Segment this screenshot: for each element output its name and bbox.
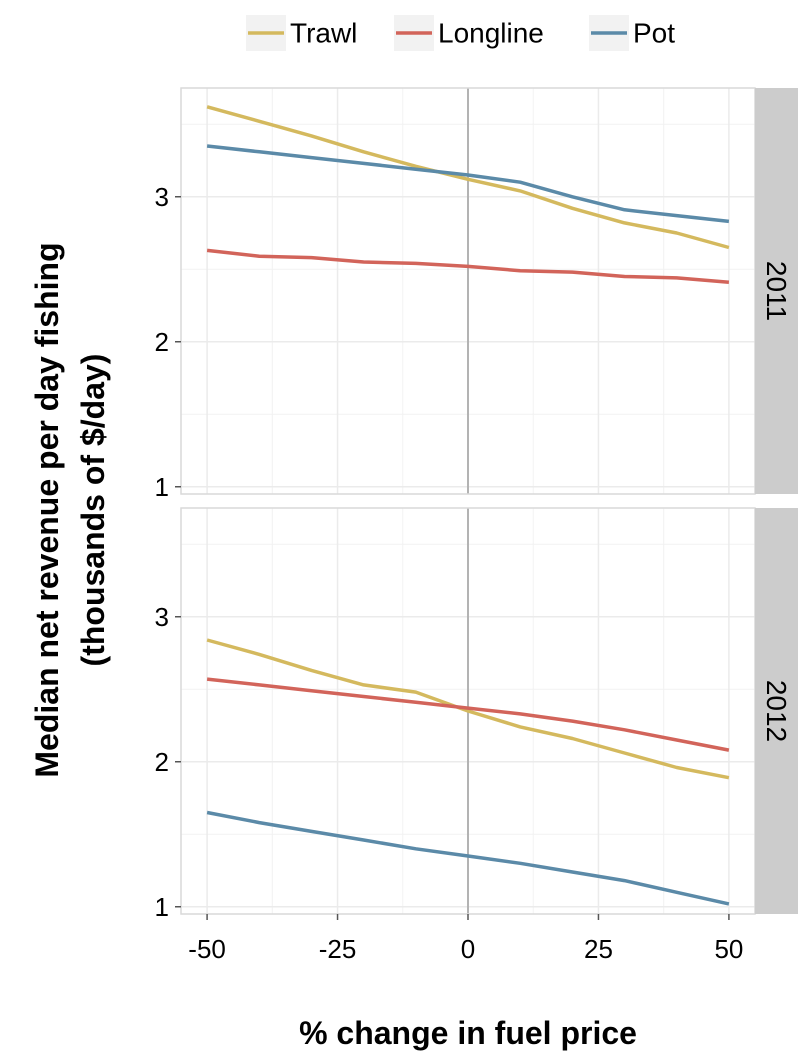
plot-panels: 2011 1 2 3 2012 1 2 3: [155, 87, 798, 922]
facet-strip-label: 2011: [761, 261, 792, 321]
facet-strip: [755, 508, 798, 914]
series-line-pot-2011: [206, 144, 730, 224]
series-line-longline-2011: [206, 248, 730, 285]
y-tick-label: 1: [155, 472, 169, 502]
legend-label-trawl: Trawl: [290, 18, 357, 49]
series-line-longline-2012: [206, 677, 730, 752]
y-tick-label: 3: [155, 182, 169, 212]
legend-label-longline: Longline: [438, 18, 544, 49]
y-tick-label: 2: [155, 327, 169, 357]
y-tick-label: 1: [155, 892, 169, 922]
y-axis-title-line2: (thousands of $/day): [75, 354, 111, 667]
panel-2011: 2011 1 2 3: [155, 87, 798, 502]
series-line-pot-2012: [206, 810, 730, 906]
x-axis: -50 -25 0 25 50: [188, 914, 743, 964]
x-tick-label: 25: [584, 934, 613, 964]
panel-2012: 2012 1 2 3: [155, 507, 798, 922]
facet-strip: [755, 88, 798, 494]
series-line-trawl-2012: [206, 638, 730, 780]
x-axis-title: % change in fuel price: [299, 1015, 637, 1051]
x-tick-label: -50: [188, 934, 226, 964]
x-tick-label: 50: [714, 934, 743, 964]
legend-label-pot: Pot: [633, 18, 675, 49]
y-axis-title-line1: Median net revenue per day fishing: [29, 242, 65, 777]
legend: Trawl Longline Pot: [246, 15, 675, 51]
x-tick-label: 0: [461, 934, 475, 964]
series-line-trawl-2011: [206, 105, 730, 250]
y-tick-label: 2: [155, 747, 169, 777]
y-tick-label: 3: [155, 602, 169, 632]
x-tick-label: -25: [319, 934, 357, 964]
facet-strip-label: 2012: [761, 680, 792, 742]
